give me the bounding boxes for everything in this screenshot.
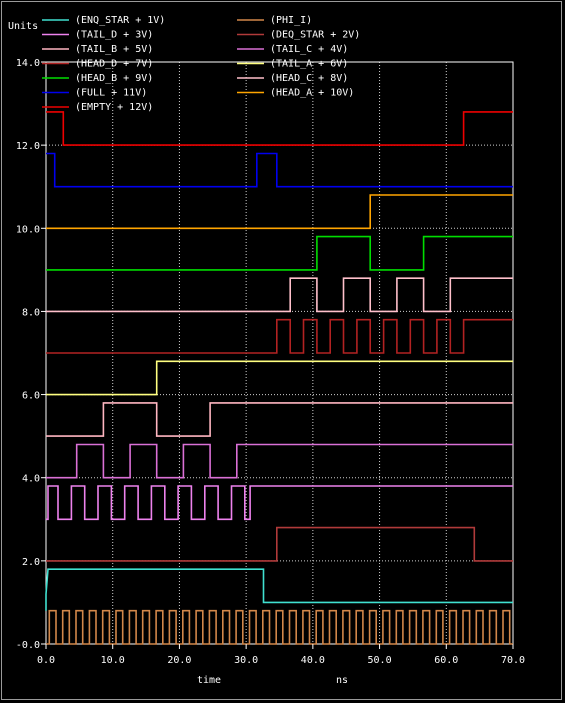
y-tick-label: 12.0: [16, 141, 40, 152]
legend-label-full-11v: (FULL + 11V): [75, 88, 147, 99]
x-tick-label: 70.0: [501, 655, 525, 666]
y-tick-label: -0.0: [16, 640, 40, 651]
legend-label-tail-a-6v: (TAIL_A + 6V): [270, 59, 348, 70]
series-line-deq-star-2v: [46, 526, 513, 562]
series-line-tail-d-3v: [46, 485, 513, 521]
legend-label-head-b-9v: (HEAD_B + 9V): [75, 73, 153, 84]
x-tick-label: 20.0: [167, 655, 191, 666]
legend-label-head-a-10v: (HEAD_A + 10V): [270, 88, 354, 99]
series-line-enq-star-1v: [45, 568, 513, 611]
x-tick-label: 60.0: [434, 655, 458, 666]
x-tick-label: 50.0: [368, 655, 392, 666]
legend-label-phi-i: (PHI_I): [270, 15, 312, 26]
series-line-tail-c-4v: [46, 443, 513, 479]
series-line-head-a-10v: [46, 194, 513, 230]
legend-label-tail-b-5v: (TAIL_B + 5V): [75, 44, 153, 55]
y-tick-label: 14.0: [16, 58, 40, 69]
legend-label-tail-c-4v: (TAIL_C + 4V): [270, 44, 348, 55]
series-line-full-11v: [46, 152, 513, 188]
legend-label-empty-12v: (EMPTY + 12V): [75, 102, 153, 113]
x-tick-label: 10.0: [101, 655, 125, 666]
y-tick-label: 10.0: [16, 224, 40, 235]
y-tick-label: 6.0: [22, 391, 40, 402]
y-tick-label: 8.0: [22, 307, 40, 318]
x-axis-label: time: [197, 675, 221, 686]
series-line-head-c-8v: [46, 277, 513, 313]
y-axis-label: Units: [8, 21, 38, 32]
series-line-head-d-7v: [46, 318, 513, 354]
legend-label-head-c-8v: (HEAD_C + 8V): [270, 73, 348, 84]
x-tick-label: 0.0: [37, 655, 55, 666]
x-tick-label: 40.0: [301, 655, 325, 666]
y-tick-label: 4.0: [22, 474, 40, 485]
series-line-empty-12v: [46, 111, 513, 146]
legend-label-head-d-7v: (HEAD_D + 7V): [75, 59, 153, 70]
legend-label-tail-d-3v: (TAIL_D + 3V): [75, 30, 153, 41]
series-line-tail-b-5v: [46, 402, 513, 437]
legend-label-enq-star-1v: (ENQ_STAR + 1V): [75, 15, 165, 26]
series-line-tail-a-6v: [46, 360, 513, 396]
legend-label-deq-star-2v: (DEQ_STAR + 2V): [270, 30, 360, 41]
y-tick-label: 2.0: [22, 557, 40, 568]
series-line-head-b-9v: [46, 235, 513, 271]
x-tick-label: 30.0: [234, 655, 258, 666]
series-line-phi-i: [46, 609, 513, 645]
x-axis-unit: ns: [336, 675, 348, 686]
